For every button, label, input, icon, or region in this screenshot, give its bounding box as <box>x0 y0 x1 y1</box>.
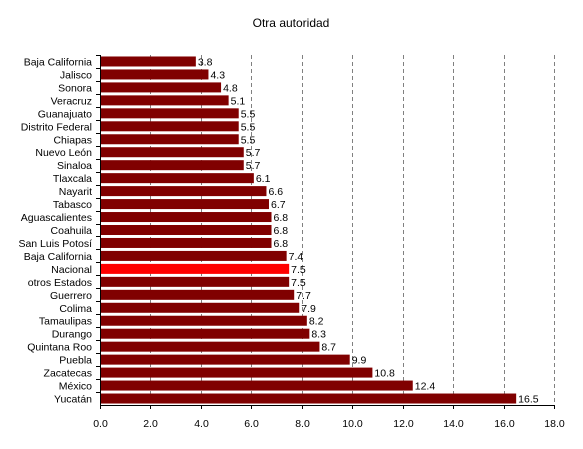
bar <box>101 393 517 404</box>
bar <box>101 289 295 300</box>
category-label: Aguascalientes <box>21 212 92 224</box>
category-label: Chiapas <box>53 134 92 146</box>
x-tick-label: 0.0 <box>93 418 108 430</box>
category-label: México <box>59 381 92 393</box>
bar <box>101 173 254 184</box>
value-label: 8.3 <box>311 329 326 341</box>
bar <box>101 160 244 171</box>
x-tick-label: 6.0 <box>244 418 259 430</box>
category-label: Quintana Roo <box>27 342 92 354</box>
bar <box>101 302 300 313</box>
value-label: 5.1 <box>231 95 246 107</box>
x-tick-label: 4.0 <box>194 418 209 430</box>
category-label: Tabasco <box>53 199 92 211</box>
x-tick-label: 16.0 <box>494 418 515 430</box>
value-label: 7.5 <box>291 277 306 289</box>
chart-title: Otra autoridad <box>253 16 330 30</box>
x-tick-label: 2.0 <box>143 418 158 430</box>
category-label: otros Estados <box>28 277 92 289</box>
value-label: 6.8 <box>274 212 289 224</box>
category-label: Colima <box>59 303 92 315</box>
category-label: Guerrero <box>50 290 92 302</box>
category-label: Distrito Federal <box>21 121 92 133</box>
bars <box>101 56 517 404</box>
bar <box>101 212 272 223</box>
value-label: 7.9 <box>301 303 316 315</box>
bar <box>101 237 272 248</box>
category-label: Baja California <box>24 251 92 263</box>
x-tick-label: 14.0 <box>443 418 464 430</box>
value-label: 5.5 <box>241 121 256 133</box>
value-label: 8.2 <box>309 316 324 328</box>
bar <box>101 225 272 235</box>
category-label: Zacatecas <box>44 368 92 380</box>
category-label: Sinaloa <box>57 160 92 172</box>
bar-highlight <box>101 263 290 274</box>
value-label: 3.8 <box>198 56 213 68</box>
value-label: 6.8 <box>274 225 289 237</box>
category-label: Puebla <box>59 355 92 367</box>
value-label: 5.5 <box>241 134 256 146</box>
category-label: Nayarit <box>59 186 92 198</box>
value-label: 4.8 <box>223 82 238 94</box>
category-label: Baja California <box>24 56 92 68</box>
bar <box>101 315 307 326</box>
category-label: Tlaxcala <box>53 173 92 185</box>
value-label: 16.5 <box>518 394 539 406</box>
category-label: Sonora <box>58 82 92 94</box>
bar <box>101 147 244 158</box>
bar <box>101 276 290 287</box>
value-label: 6.8 <box>274 238 289 250</box>
x-tick-label: 8.0 <box>295 418 310 430</box>
bar <box>101 354 350 365</box>
bar <box>101 328 310 339</box>
category-label: Jalisco <box>60 69 92 81</box>
value-label: 9.9 <box>352 355 367 367</box>
bar <box>101 82 222 93</box>
value-label: 6.6 <box>268 186 283 198</box>
bar <box>101 341 320 352</box>
value-label: 5.5 <box>241 108 256 120</box>
bar <box>101 199 269 210</box>
value-label: 5.7 <box>246 147 261 159</box>
bar <box>101 186 267 197</box>
category-label: Tamaulipas <box>39 316 92 328</box>
value-label: 7.4 <box>289 251 304 263</box>
value-label: 8.7 <box>321 342 336 354</box>
category-label: Yucatán <box>54 394 92 406</box>
bar <box>101 367 373 378</box>
bar <box>101 69 209 80</box>
bar <box>101 108 239 119</box>
axes <box>96 55 555 409</box>
value-label: 12.4 <box>415 381 436 393</box>
value-label: 6.1 <box>256 173 271 185</box>
bar <box>101 250 287 261</box>
x-tick-label: 18.0 <box>544 418 565 430</box>
category-label: Durango <box>52 329 92 341</box>
category-label: Guanajuato <box>38 108 92 120</box>
value-label: 10.8 <box>374 368 395 380</box>
bar <box>101 95 229 106</box>
value-label: 6.7 <box>271 199 286 211</box>
value-label: 5.7 <box>246 160 261 172</box>
bar <box>101 121 239 132</box>
category-label: Nuevo León <box>35 147 92 159</box>
x-tick-label: 12.0 <box>393 418 414 430</box>
value-label: 4.3 <box>210 69 225 81</box>
bar <box>101 134 239 145</box>
bar <box>101 380 413 391</box>
category-label: San Luis Potosí <box>18 238 92 250</box>
bar <box>101 56 196 67</box>
category-label: Coahuila <box>51 225 93 237</box>
value-label: 7.5 <box>291 264 306 276</box>
value-label: 7.7 <box>296 290 311 302</box>
category-label: Nacional <box>51 264 92 276</box>
x-tick-label: 10.0 <box>342 418 363 430</box>
category-label: Veracruz <box>51 95 92 107</box>
labels: 0.0 2.0 4.0 6.0 8.0 10.0 12.0 14.0 16.0 18.0 Baja … <box>18 56 564 430</box>
